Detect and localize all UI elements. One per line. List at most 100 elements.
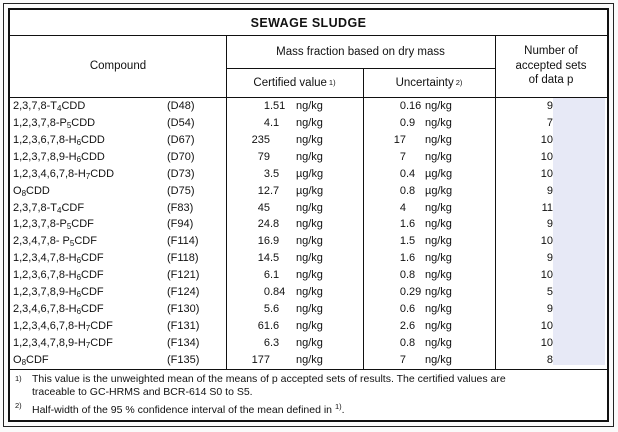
uncertainty-int: 0 [399, 167, 406, 180]
column-header-accepted-sets: Number of accepted sets of data p [515, 45, 587, 87]
compound-name: 1,2,3,4,7,8-H6CDF [13, 252, 104, 266]
certified-value-unit: ng/kg [296, 353, 323, 366]
certified-value-frac: .9 [270, 235, 280, 248]
footnote-ref-2-icon: 2) [455, 78, 463, 87]
uncertainty-unit: ng/kg [425, 100, 452, 112]
certified-value-int: 177 [251, 353, 270, 366]
column-header-compound: Compound [89, 60, 147, 72]
compound-code: (D54) [167, 116, 195, 129]
uncertainty-unit: ng/kg [425, 235, 452, 248]
uncertainty-int: 4 [399, 201, 406, 214]
uncertainty-frac: .6 [406, 319, 416, 332]
uncertainty-frac: .6 [406, 252, 416, 265]
uncertainty-int: 7 [399, 150, 406, 163]
accepted-sets-count: 10 [540, 269, 553, 282]
compound-code: (F114) [167, 235, 199, 248]
footnote-text: This value is the unweighted mean of the… [32, 373, 506, 398]
certified-value-unit: ng/kg [296, 269, 323, 282]
certified-value-unit: ng/kg [296, 100, 323, 112]
compound-code: (F130) [167, 303, 200, 316]
uncertainty-frac: .5 [406, 235, 416, 248]
compound-code: (D73) [167, 167, 195, 180]
compound-name: 1,2,3,4,6,7,8-H7CDD [13, 167, 115, 181]
uncertainty-unit: µg/kg [425, 184, 453, 197]
uncertainty-frac: .8 [406, 336, 416, 349]
certified-value-int: 24 [257, 218, 270, 231]
uncertainty-unit: ng/kg [425, 303, 452, 316]
uncertainty-unit: ng/kg [425, 116, 452, 129]
table-row: 1,2,3,4,7,8,9-H7CDF (F134) 6.3 ng/kg 0.8 ng/k… [10, 335, 607, 352]
uncertainty-int: 2 [399, 319, 406, 332]
uncertainty-frac: .29 [406, 286, 422, 299]
table-row: 2,3,7,8-T4CDF (F83) 45 ng/kg 4 ng/kg 11 [10, 200, 607, 217]
accepted-sets-count: 10 [540, 235, 553, 248]
table-title: SEWAGE SLUDGE [250, 15, 367, 30]
compound-code: (D75) [167, 184, 195, 197]
uncertainty-label: Uncertainty [395, 76, 454, 89]
table-row: 1,2,3,7,8,9-H6CDD (D70) 79 ng/kg 7 ng/kg 10 [10, 149, 607, 166]
uncertainty-int: 1 [399, 235, 406, 248]
table-row: 2,3,7,8-T4CDD (D48) 1.51 ng/kg 0.16 ng/kg 9 [10, 98, 607, 115]
compound-name: 2,3,4,7,8- P5CDF [13, 235, 97, 249]
certified-value-int: 14 [257, 252, 270, 265]
uncertainty-unit: ng/kg [425, 336, 452, 349]
footnote: 2) Half-width of the 95 % confidence inte… [10, 400, 607, 417]
certified-value-frac: .1 [270, 269, 280, 282]
table-row: 1,2,3,4,6,7,8-H7CDD (D73) 3.5 µg/kg 0.4 µg/kg… [10, 166, 607, 183]
compound-name: 1,2,3,7,8-P5CDF [13, 218, 94, 232]
certified-value-unit: ng/kg [296, 286, 323, 299]
certified-value-int: 12 [257, 184, 270, 197]
certified-value-frac: .3 [270, 336, 280, 349]
divider-under-header [10, 97, 607, 98]
footnote: 1) This value is the unweighted mean of t… [10, 373, 607, 399]
certified-value-int: 61 [257, 319, 270, 332]
compound-code: (F118) [167, 252, 199, 265]
compound-name: 2,3,7,8-T4CDD [13, 100, 86, 113]
compound-name: 2,3,7,8-T4CDF [13, 201, 85, 215]
certified-value-unit: ng/kg [296, 116, 323, 129]
compound-name: 1,2,3,6,7,8-H6CDF [13, 269, 104, 283]
column-divider-uncertainty [495, 36, 496, 369]
certified-value-frac: .5 [270, 252, 280, 265]
table-outer-border [3, 3, 614, 427]
uncertainty-int: 0 [399, 286, 406, 299]
column-highlight [553, 98, 605, 365]
compound-code: (F83) [167, 201, 194, 214]
compound-code: (F94) [167, 218, 194, 231]
certified-value-unit: ng/kg [296, 336, 323, 349]
uncertainty-unit: ng/kg [425, 286, 452, 299]
compound-code: (F124) [167, 286, 200, 299]
certified-value-int: 5 [263, 303, 270, 316]
certified-value-frac: .6 [270, 319, 280, 332]
uncertainty-frac: .6 [406, 218, 416, 231]
certified-values-table: SEWAGE SLUDGE Compound Mass fraction bas… [8, 8, 609, 422]
accepted-sets-count: 10 [540, 167, 553, 180]
accepted-sets-count: 9 [546, 252, 553, 265]
uncertainty-unit: ng/kg [425, 218, 452, 231]
certified-value-frac: .6 [270, 303, 280, 316]
uncertainty-int: 0 [399, 269, 406, 282]
uncertainty-unit: ng/kg [425, 269, 452, 282]
certified-value-int: 1 [263, 100, 270, 112]
uncertainty-unit: ng/kg [425, 252, 452, 265]
certified-value-unit: ng/kg [296, 133, 323, 146]
table-row: 1,2,3,7,8-P5CDD (D54) 4.1 ng/kg 0.9 ng/kg 7 [10, 115, 607, 132]
certified-value-int: 6 [263, 269, 270, 282]
compound-code: (D48) [167, 100, 195, 112]
uncertainty-unit: µg/kg [425, 167, 453, 180]
compound-name: O8CDF [13, 353, 49, 367]
certified-value-frac: .7 [270, 184, 280, 197]
accepted-sets-count: 9 [546, 100, 553, 112]
divider-above-footnotes [10, 369, 607, 370]
certified-value-frac: .5 [270, 167, 280, 180]
accepted-sets-count: 9 [546, 218, 553, 231]
table-row: 2,3,4,6,7,8-H6CDF (F130) 5.6 ng/kg 0.6 ng/kg 9 [10, 301, 607, 318]
compound-code: (F131) [167, 319, 200, 332]
uncertainty-frac: .8 [406, 184, 416, 197]
certified-value-unit: µg/kg [296, 167, 324, 180]
table-row: O8CDD (D75) 12.7 µg/kg 0.8 µg/kg 9 [10, 183, 607, 200]
accepted-sets-count: 5 [546, 286, 553, 299]
compound-name: 2,3,4,6,7,8-H6CDF [13, 303, 104, 317]
certified-value-int: 0 [263, 286, 270, 299]
certified-value-unit: ng/kg [296, 235, 323, 248]
